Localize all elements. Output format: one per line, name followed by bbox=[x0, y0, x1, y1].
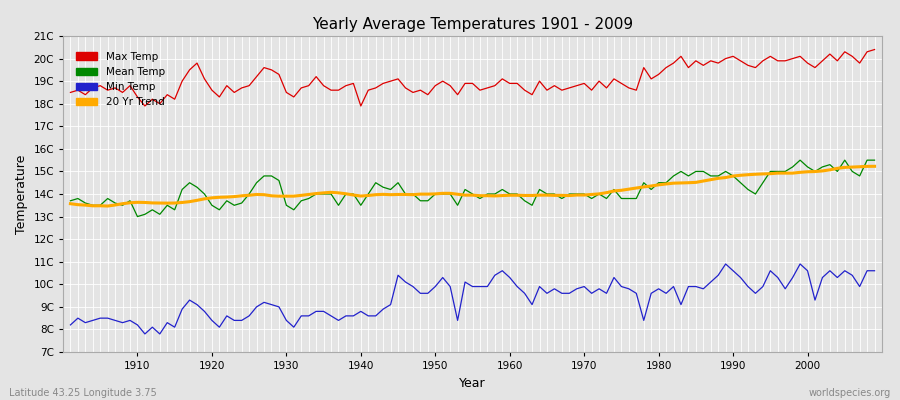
X-axis label: Year: Year bbox=[459, 376, 486, 390]
Mean Temp bbox=[296, 198, 307, 203]
Mean Temp bbox=[504, 192, 515, 196]
20 Yr Trend bbox=[65, 201, 76, 206]
Line: Mean Temp: Mean Temp bbox=[70, 160, 875, 216]
Legend: Max Temp, Mean Temp, Min Temp, 20 Yr Trend: Max Temp, Mean Temp, Min Temp, 20 Yr Tre… bbox=[72, 48, 169, 112]
20 Yr Trend bbox=[132, 200, 143, 205]
Min Temp bbox=[340, 314, 351, 318]
Text: Latitude 43.25 Longitude 3.75: Latitude 43.25 Longitude 3.75 bbox=[9, 388, 157, 398]
Line: Min Temp: Min Temp bbox=[70, 264, 875, 334]
Mean Temp bbox=[795, 158, 806, 162]
Line: 20 Yr Trend: 20 Yr Trend bbox=[70, 166, 875, 206]
Min Temp bbox=[869, 268, 880, 273]
Text: worldspecies.org: worldspecies.org bbox=[809, 388, 891, 398]
20 Yr Trend bbox=[103, 204, 113, 208]
Max Temp bbox=[512, 81, 523, 86]
Title: Yearly Average Temperatures 1901 - 2009: Yearly Average Temperatures 1901 - 2009 bbox=[312, 17, 633, 32]
20 Yr Trend bbox=[601, 190, 612, 195]
20 Yr Trend bbox=[512, 193, 523, 198]
Min Temp bbox=[512, 284, 523, 289]
Mean Temp bbox=[132, 214, 143, 219]
Mean Temp bbox=[601, 196, 612, 201]
Min Temp bbox=[720, 262, 731, 266]
Max Temp bbox=[140, 104, 150, 108]
Min Temp bbox=[124, 318, 135, 323]
Line: Max Temp: Max Temp bbox=[70, 50, 875, 106]
Mean Temp bbox=[124, 198, 135, 203]
Max Temp bbox=[340, 83, 351, 88]
Max Temp bbox=[601, 86, 612, 90]
Min Temp bbox=[296, 314, 307, 318]
Mean Temp bbox=[340, 192, 351, 196]
Max Temp bbox=[869, 47, 880, 52]
Max Temp bbox=[124, 83, 135, 88]
20 Yr Trend bbox=[340, 191, 351, 196]
Mean Temp bbox=[869, 158, 880, 162]
Min Temp bbox=[140, 332, 150, 336]
Max Temp bbox=[65, 90, 76, 95]
Max Temp bbox=[296, 86, 307, 90]
20 Yr Trend bbox=[504, 193, 515, 198]
Mean Temp bbox=[65, 198, 76, 203]
Min Temp bbox=[504, 275, 515, 280]
Max Temp bbox=[504, 81, 515, 86]
Min Temp bbox=[601, 291, 612, 296]
20 Yr Trend bbox=[296, 193, 307, 198]
Min Temp bbox=[65, 322, 76, 327]
Mean Temp bbox=[512, 192, 523, 196]
Y-axis label: Temperature: Temperature bbox=[14, 154, 28, 234]
20 Yr Trend bbox=[869, 164, 880, 169]
